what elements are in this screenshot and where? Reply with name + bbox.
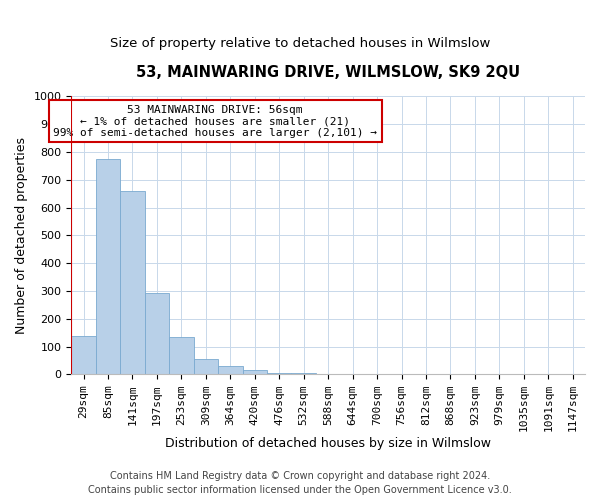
Bar — [120, 191, 145, 374]
Bar — [145, 293, 169, 374]
Bar — [218, 366, 242, 374]
Bar — [71, 336, 96, 374]
Bar — [96, 159, 120, 374]
Y-axis label: Number of detached properties: Number of detached properties — [15, 137, 28, 334]
Text: Contains HM Land Registry data © Crown copyright and database right 2024.
Contai: Contains HM Land Registry data © Crown c… — [88, 471, 512, 495]
Text: 53 MAINWARING DRIVE: 56sqm
← 1% of detached houses are smaller (21)
99% of semi-: 53 MAINWARING DRIVE: 56sqm ← 1% of detac… — [53, 105, 377, 138]
Bar — [242, 370, 267, 374]
X-axis label: Distribution of detached houses by size in Wilmslow: Distribution of detached houses by size … — [165, 437, 491, 450]
Bar — [169, 337, 194, 374]
Bar — [194, 359, 218, 374]
Text: Size of property relative to detached houses in Wilmslow: Size of property relative to detached ho… — [110, 38, 490, 51]
Bar — [292, 373, 316, 374]
Bar — [267, 372, 292, 374]
Title: 53, MAINWARING DRIVE, WILMSLOW, SK9 2QU: 53, MAINWARING DRIVE, WILMSLOW, SK9 2QU — [136, 65, 520, 80]
